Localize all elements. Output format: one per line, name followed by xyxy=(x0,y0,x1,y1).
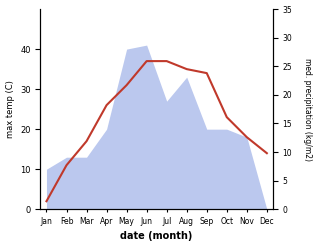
X-axis label: date (month): date (month) xyxy=(121,231,193,242)
Y-axis label: med. precipitation (kg/m2): med. precipitation (kg/m2) xyxy=(303,58,313,161)
Y-axis label: max temp (C): max temp (C) xyxy=(5,80,15,138)
